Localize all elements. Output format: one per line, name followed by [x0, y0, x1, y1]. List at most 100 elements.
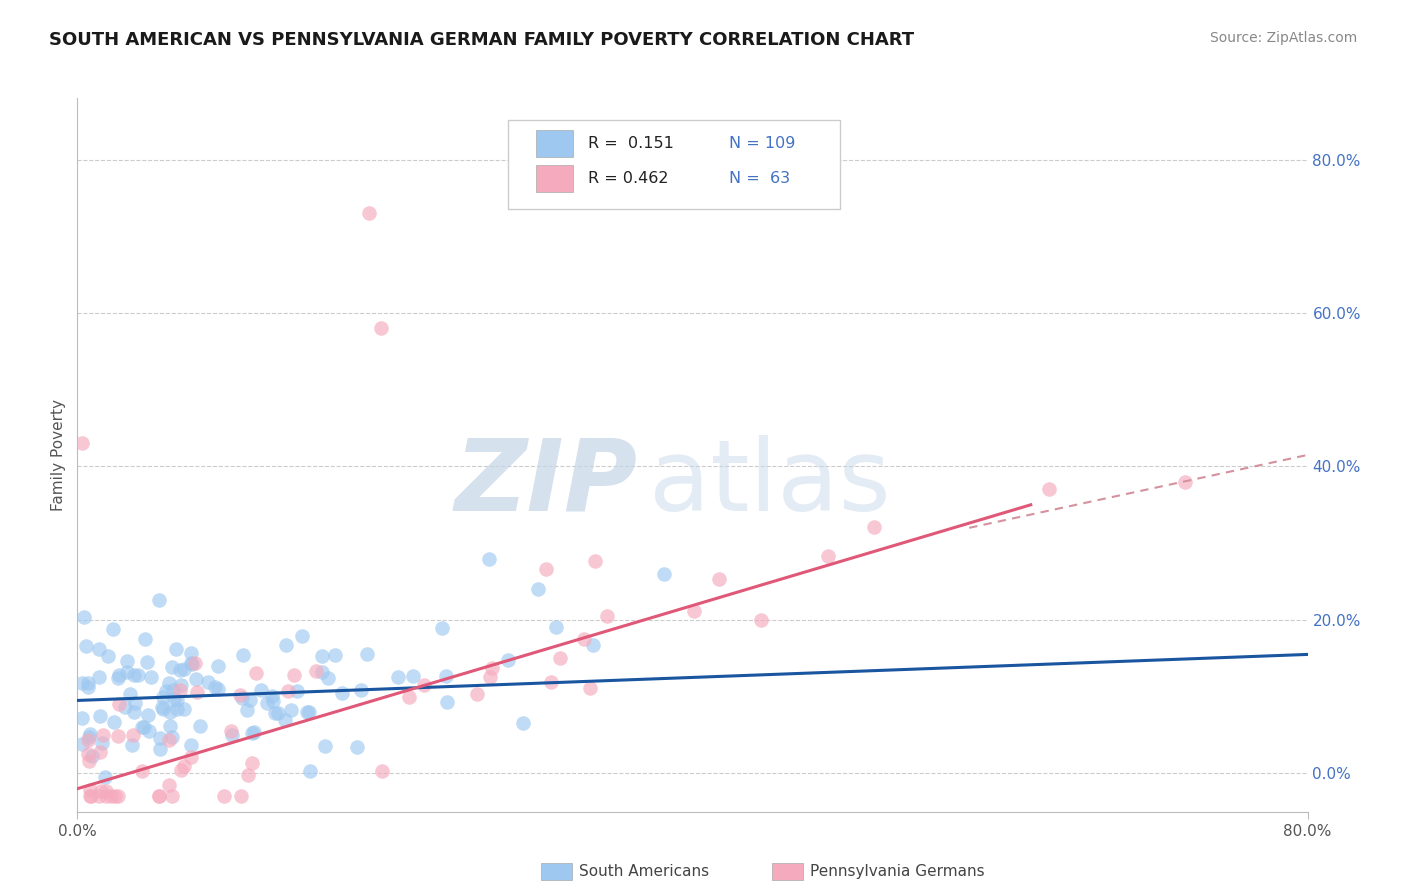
- Point: [77, 754, 100, 768]
- Point: [94, 770, 117, 784]
- Point: [138, 723, 160, 738]
- Point: [311, 649, 333, 664]
- Point: [160, 789, 183, 804]
- Point: [1174, 475, 1197, 489]
- Point: [298, 705, 321, 719]
- Point: [77, 680, 100, 694]
- Point: [162, 682, 184, 697]
- Text: R = 0.462: R = 0.462: [588, 170, 668, 186]
- Point: [240, 756, 263, 771]
- Point: [229, 789, 252, 804]
- Point: [134, 720, 156, 734]
- Point: [512, 715, 534, 730]
- Point: [274, 638, 297, 652]
- Point: [157, 733, 180, 747]
- Point: [70, 737, 93, 751]
- Point: [314, 739, 336, 753]
- Point: [89, 642, 111, 657]
- Point: [231, 690, 253, 705]
- Point: [749, 613, 772, 627]
- Point: [70, 711, 93, 725]
- Point: [173, 662, 195, 676]
- Point: [232, 648, 254, 662]
- Point: [80, 789, 103, 804]
- Point: [219, 724, 242, 739]
- Text: Source: ZipAtlas.com: Source: ZipAtlas.com: [1209, 31, 1357, 45]
- Point: [249, 683, 271, 698]
- Point: [103, 715, 125, 730]
- Point: [159, 705, 181, 719]
- Point: [170, 678, 193, 692]
- Point: [683, 604, 706, 618]
- Point: [155, 684, 177, 698]
- Point: [77, 730, 100, 744]
- Point: [70, 676, 93, 690]
- Point: [165, 641, 187, 656]
- Point: [186, 685, 208, 699]
- Point: [330, 686, 353, 700]
- Point: [536, 562, 558, 576]
- Point: [124, 696, 146, 710]
- Point: [91, 727, 114, 741]
- Point: [122, 668, 145, 682]
- Point: [152, 690, 174, 705]
- Point: [311, 665, 333, 679]
- FancyBboxPatch shape: [536, 165, 574, 192]
- Point: [1038, 483, 1060, 497]
- Point: [228, 688, 250, 702]
- Point: [122, 728, 145, 742]
- Point: [583, 554, 606, 568]
- Point: [94, 789, 117, 804]
- Point: [131, 764, 153, 778]
- Point: [101, 623, 124, 637]
- Point: [863, 519, 886, 533]
- Point: [149, 731, 172, 746]
- Point: [157, 675, 180, 690]
- Point: [131, 720, 153, 734]
- Point: [160, 730, 183, 744]
- Point: [173, 759, 195, 773]
- Point: [121, 738, 143, 752]
- Y-axis label: Family Poverty: Family Poverty: [51, 399, 66, 511]
- Point: [114, 700, 136, 714]
- Point: [107, 730, 129, 744]
- Point: [136, 655, 159, 669]
- Point: [243, 725, 266, 739]
- Point: [183, 656, 205, 670]
- Point: [107, 789, 129, 804]
- Point: [479, 670, 502, 684]
- Point: [90, 783, 112, 797]
- Point: [295, 705, 318, 719]
- Point: [148, 789, 170, 804]
- Text: ZIP: ZIP: [454, 435, 637, 532]
- Point: [97, 649, 120, 664]
- Point: [356, 647, 378, 661]
- Point: [260, 690, 283, 704]
- Point: [89, 745, 111, 759]
- Point: [245, 666, 267, 681]
- Point: [197, 674, 219, 689]
- Point: [436, 695, 458, 709]
- Point: [75, 639, 97, 653]
- Point: [323, 648, 346, 662]
- Point: [285, 684, 308, 698]
- Point: [100, 789, 122, 804]
- Point: [76, 676, 98, 690]
- Point: [283, 667, 305, 681]
- Point: [299, 764, 322, 779]
- Point: [346, 739, 368, 754]
- Point: [357, 206, 380, 220]
- Text: Pennsylvania Germans: Pennsylvania Germans: [810, 864, 984, 879]
- Point: [540, 674, 562, 689]
- Point: [79, 727, 101, 741]
- Point: [544, 619, 567, 633]
- Point: [170, 763, 193, 777]
- Point: [96, 784, 118, 798]
- Point: [266, 706, 288, 720]
- FancyBboxPatch shape: [536, 129, 574, 157]
- Point: [149, 742, 172, 756]
- Point: [162, 660, 184, 674]
- Point: [79, 789, 101, 804]
- Point: [481, 661, 503, 675]
- Point: [76, 747, 98, 761]
